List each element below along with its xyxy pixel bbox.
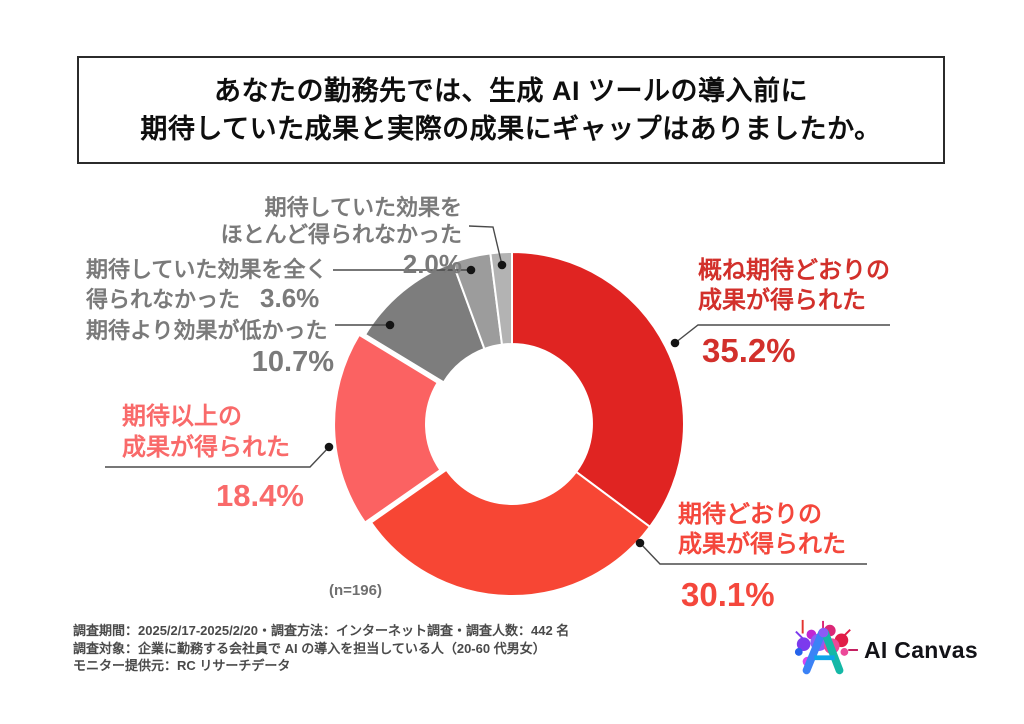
callout-lower-than-expected: 期待より効果が低かった 10.7% bbox=[86, 317, 334, 379]
donut-segment-2 bbox=[333, 333, 442, 524]
footer-line-3: モニター提供元：RC リサーチデータ bbox=[73, 658, 291, 673]
callout-anchor-dot-1 bbox=[635, 538, 645, 548]
callout-anchor-dot-4 bbox=[466, 265, 476, 275]
footer-line-1: 調査期間：2025/2/17-2025/2/20・調査方法：インターネット調査・… bbox=[73, 623, 570, 638]
callout-label: 期待していた効果を bbox=[264, 195, 462, 220]
callout-label: 得られなかった bbox=[86, 287, 241, 312]
question-title-box: あなたの勤務先では、生成 AI ツールの導入前に 期待していた成果と実際の成果に… bbox=[77, 56, 945, 164]
callout-better-than-expected: 期待以上の 成果が得られた 18.4% bbox=[122, 401, 304, 513]
callout-percentage: 30.1% bbox=[681, 576, 775, 613]
question-title-line-2: 期待していた成果と実際の成果にギャップはありましたか。 bbox=[140, 114, 882, 144]
callout-anchor-dot-5 bbox=[497, 260, 507, 270]
callout-leader-line-0 bbox=[674, 324, 890, 344]
callout-label: ほとんど得られなかった bbox=[220, 222, 462, 247]
callout-percentage: 35.2% bbox=[702, 332, 796, 369]
callout-anchor-dot-2 bbox=[324, 442, 334, 452]
callout-leader-line-2 bbox=[105, 446, 330, 468]
callout-anchor-dot-3 bbox=[385, 320, 395, 330]
sample-size-label: (n=196) bbox=[329, 582, 382, 599]
callout-label: 期待していた効果を全く bbox=[86, 257, 328, 282]
survey-footer: 調査期間：2025/2/17-2025/2/20・調査方法：インターネット調査・… bbox=[73, 622, 569, 675]
question-title-line-1: あなたの勤務先では、生成 AI ツールの導入前に bbox=[213, 76, 808, 106]
donut-segment-5 bbox=[489, 251, 513, 346]
callout-no-effect-at-all: 期待していた効果を全く 得られなかった 3.6% bbox=[86, 256, 327, 314]
callout-mostly-as-expected: 概ね期待どおりの 成果が得られた 35.2% bbox=[698, 256, 890, 369]
callout-percentage: 3.6% bbox=[260, 283, 320, 313]
callout-label: 期待以上の bbox=[122, 403, 242, 430]
callout-label: 成果が得られた bbox=[122, 434, 290, 461]
callout-label: 概ね期待どおりの bbox=[698, 257, 890, 284]
paint-splash-logo-icon bbox=[794, 619, 858, 675]
callout-leader-line-5 bbox=[468, 225, 503, 266]
callout-percentage: 18.4% bbox=[216, 478, 304, 513]
brand-logo-text: AI Canvas bbox=[864, 636, 978, 663]
callout-anchor-dot-0 bbox=[670, 338, 680, 348]
brand-logo: AI Canvas bbox=[790, 618, 978, 682]
donut-segment-0 bbox=[511, 251, 685, 528]
callout-label: 期待より効果が低かった bbox=[86, 318, 328, 343]
donut-segments-group bbox=[333, 251, 685, 597]
donut-segment-1 bbox=[370, 468, 651, 597]
callout-percentage: 10.7% bbox=[251, 346, 334, 378]
callout-connector-group bbox=[105, 225, 890, 565]
callout-almost-no-effect: 期待していた効果を ほとんど得られなかった 2.0% bbox=[202, 194, 462, 280]
callout-leader-line-1 bbox=[639, 542, 867, 565]
callout-label: 成果が得られた bbox=[678, 531, 846, 558]
callout-label: 期待どおりの bbox=[678, 501, 822, 528]
callout-as-expected: 期待どおりの 成果が得られた 30.1% bbox=[678, 500, 846, 613]
callout-percentage: 2.0% bbox=[402, 249, 462, 279]
footer-line-2: 調査対象：企業に勤務する会社員で AI の導入を担当している人（20-60 代男… bbox=[73, 640, 546, 656]
callout-label: 成果が得られた bbox=[698, 287, 866, 314]
